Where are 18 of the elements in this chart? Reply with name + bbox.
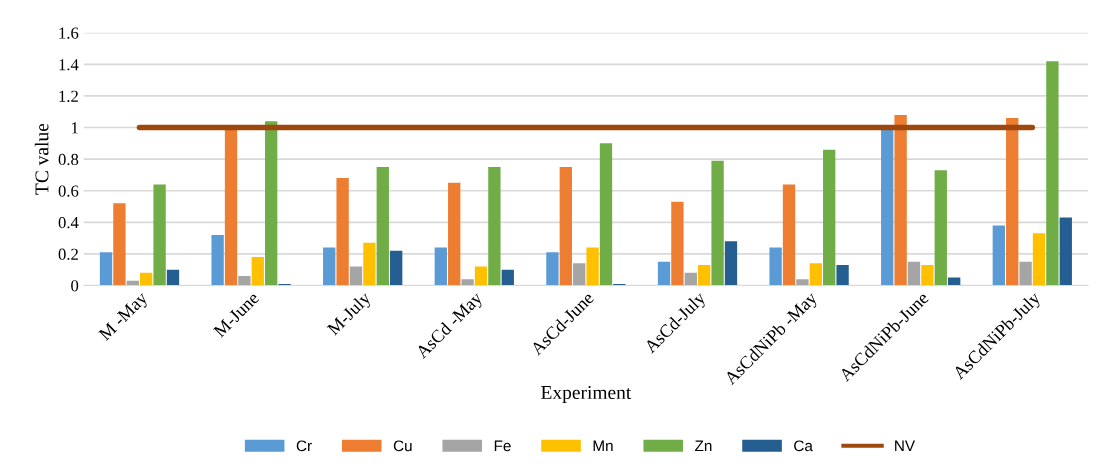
y-tick-label: 1.6	[59, 27, 79, 39]
y-tick-label: 0.2	[58, 248, 78, 260]
legend-label: Cu	[393, 440, 412, 452]
legend-label: Mn	[593, 440, 613, 452]
y-tick-label: 0	[71, 280, 79, 292]
y-tick-label: 0.8	[58, 153, 79, 166]
legend-label: NV	[895, 440, 916, 452]
legend-label: Ca	[794, 440, 813, 452]
y-tick-label: 0.6	[58, 185, 79, 197]
y-tick-label: 1	[71, 122, 78, 134]
legend-label: Fe	[494, 440, 511, 452]
y-tick-label: 0.4	[58, 217, 79, 229]
legend-label: Cr	[296, 440, 312, 452]
legend-label: Zn	[695, 440, 712, 452]
y-tick-label: 1.4	[59, 59, 79, 71]
y-tick-label: 1.2	[59, 90, 78, 102]
y-axis-title: TC value	[34, 123, 49, 195]
x-axis-title: Experiment	[541, 385, 632, 403]
